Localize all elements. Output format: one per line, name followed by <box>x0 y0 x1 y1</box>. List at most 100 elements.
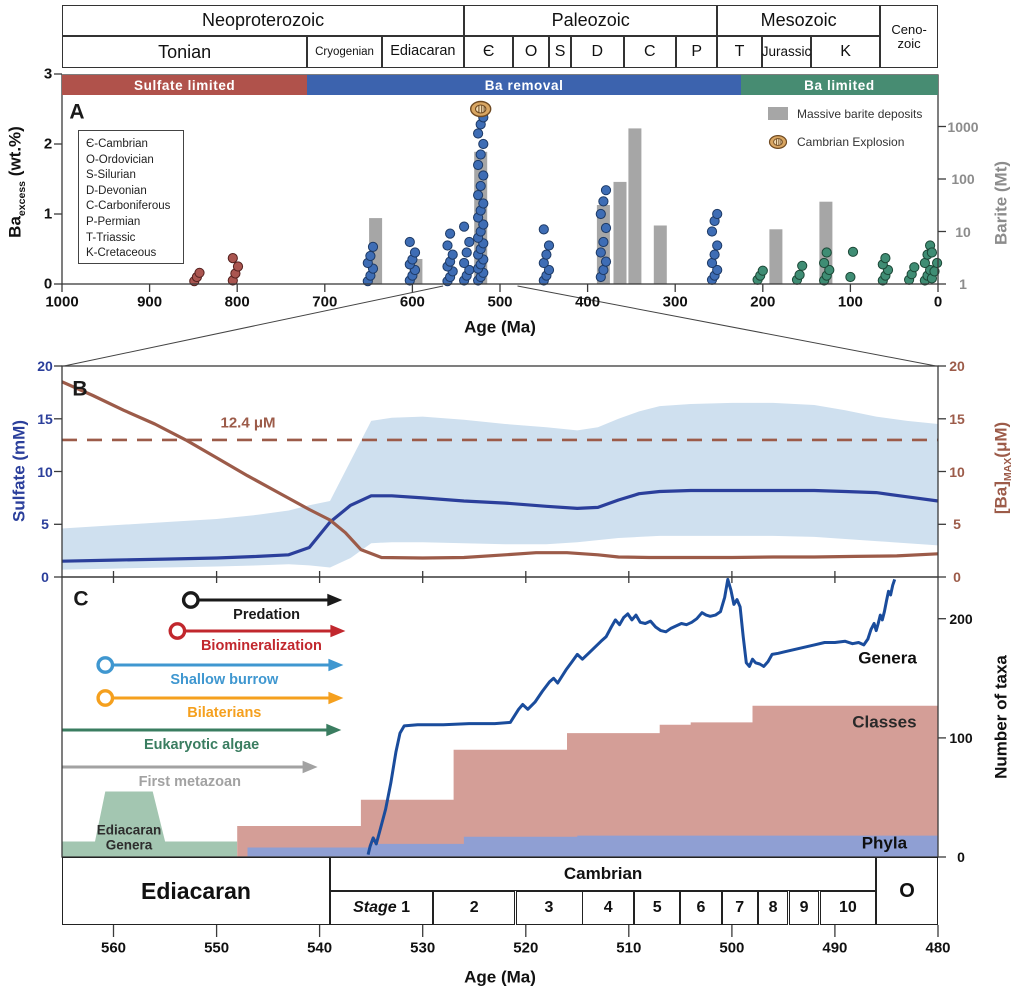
panel-c-x-tick: 520 <box>513 939 539 957</box>
band-sulfate-limited: Sulfate limited <box>62 75 308 95</box>
period-s: S <box>549 36 571 68</box>
panel-c-x-tick: 560 <box>100 939 127 957</box>
period-d: D <box>571 36 624 68</box>
era-mesozoic: Mesozoic <box>717 5 881 36</box>
barite-legend-label: Massive barite deposits <box>797 107 923 121</box>
timescale-stage-8: 8 <box>757 891 789 925</box>
panel-b-label: B <box>72 377 88 401</box>
era-paleozoic: Paleozoic <box>464 5 718 36</box>
first-metazoan-arrow <box>62 760 318 774</box>
taxa-tick: 0 <box>957 849 965 865</box>
timescale-ordovician: O <box>876 857 938 925</box>
panel-a-x-tick: 700 <box>312 293 338 311</box>
panel-a-y-tick: 3 <box>43 65 53 83</box>
area-label-genera: Genera <box>105 836 153 852</box>
sulfate-tick: 20 <box>37 358 53 374</box>
area-label-classes: Classes <box>852 712 917 732</box>
sulfate-axis-title: Sulfate (mM) <box>9 420 29 522</box>
sulfate-tick: 15 <box>37 410 53 427</box>
taxa-tick: 200 <box>949 610 973 627</box>
taxa-tick: 100 <box>949 729 973 746</box>
panel-c-x-tick: 480 <box>925 939 951 957</box>
abbreviation-item: Є-Cambrian <box>86 138 148 150</box>
sulfate-uncertainty-band <box>62 402 938 570</box>
timescale-stage-9: 9 <box>788 891 820 925</box>
biomineralization-label: Biomineralization <box>200 637 322 654</box>
area-label-phyla: Phyla <box>861 833 908 853</box>
panel-a-x-axis-title: Age (Ma) <box>464 317 536 337</box>
timescale-stage-6: 6 <box>680 891 722 925</box>
timescale-stage-5: 5 <box>634 891 681 925</box>
panel-c-x-tick: 500 <box>719 939 745 957</box>
predation-label: Predation <box>233 606 301 623</box>
abbreviation-item: T-Triassic <box>86 231 136 244</box>
timescale-stage-10: 10 <box>819 891 877 925</box>
predation-arrow <box>181 591 343 609</box>
panel-c-x-tick: 490 <box>822 939 848 957</box>
panel-a-x-tick: 0 <box>933 293 943 311</box>
sulfate-tick: 0 <box>41 569 49 585</box>
sulfate-line <box>61 488 939 563</box>
panel-a-label: A <box>69 100 85 124</box>
period-p: P <box>676 36 718 68</box>
panel-a-y-tick: 1 <box>43 205 53 223</box>
abbreviation-item: D-Devonian <box>86 184 147 197</box>
area-label-ediacaran: Ediacaran <box>96 821 162 837</box>
explosion-legend-label: Cambrian Explosion <box>797 135 905 149</box>
zoom-connector-lines <box>63 285 937 367</box>
period-jurassic: Jurassic <box>762 36 811 68</box>
taxa-axis-title: Number of taxa <box>991 655 1011 779</box>
timescale-stage-3: 3 <box>515 891 583 925</box>
barite-tick: 1 <box>959 276 967 292</box>
sulfate-tick: 5 <box>41 516 49 533</box>
abbreviation-item: O-Ordovician <box>86 153 154 166</box>
panel-c-x-axis-title: Age (Ma) <box>464 967 536 987</box>
panel-c-x-tick: 510 <box>616 939 642 957</box>
abbreviation-item: S-Silurian <box>86 169 136 182</box>
bilaterians-label: Bilaterians <box>187 704 262 721</box>
sulfate-tick: 10 <box>37 463 53 480</box>
panel-c-x-tick: 540 <box>307 939 333 957</box>
abbreviation-item: P-Permian <box>86 215 141 228</box>
panel-a-x-tick: 100 <box>837 293 863 311</box>
period-cryogenian: Cryogenian <box>307 36 382 68</box>
massive-barite-bars <box>369 128 833 284</box>
band-ba-removal: Ba removal <box>307 75 741 95</box>
area-label-genera: Genera <box>858 648 917 668</box>
genera-line <box>366 577 897 855</box>
shallow-burrow-arrow <box>96 656 344 674</box>
period-tonian: Tonian <box>62 36 308 68</box>
era-neoproterozoic: Neoproterozoic <box>62 5 465 36</box>
panel-a-y-axis-title: Baexcess (wt.%) <box>5 126 28 238</box>
shallow-burrow-label: Shallow burrow <box>170 671 279 688</box>
barite-tick: 10 <box>955 223 971 240</box>
panel-a-y-tick: 0 <box>43 275 53 293</box>
period-є: Є <box>464 36 514 68</box>
abbreviation-item: K-Cretaceous <box>86 247 157 260</box>
timescale-stage-4: 4 <box>582 891 634 925</box>
ba-max-tick: 0 <box>953 569 961 585</box>
period-k: K <box>811 36 881 68</box>
barite-tick: 1000 <box>947 118 979 135</box>
ba-max-tick: 10 <box>949 463 965 480</box>
ba-max-tick: 5 <box>953 516 961 533</box>
eukaryotic-algae-label: Eukaryotic algae <box>143 736 260 753</box>
ba-max-line <box>61 380 939 560</box>
ba-excess-data-points <box>189 112 943 287</box>
panel-a-x-tick: 300 <box>662 293 688 311</box>
first-metazoan-label: First metazoan <box>138 773 241 790</box>
ba-max-tick: 15 <box>949 410 965 427</box>
era-cenozoic: Ceno-zoic <box>880 5 938 68</box>
timescale-ediacaran: Ediacaran <box>62 857 330 925</box>
timescale-stage-2: 2 <box>433 891 516 925</box>
timescale-cambrian: Cambrian <box>330 857 877 891</box>
barite-legend-swatch <box>768 107 788 120</box>
panel-a-y-tick: 2 <box>43 135 53 153</box>
period-t: T <box>717 36 762 68</box>
panel-c-x-tick: 550 <box>204 939 230 957</box>
panel-c-x-tick: 530 <box>410 939 436 957</box>
bilaterians-arrow <box>96 689 344 707</box>
panel-a-x-tick: 900 <box>137 293 163 311</box>
